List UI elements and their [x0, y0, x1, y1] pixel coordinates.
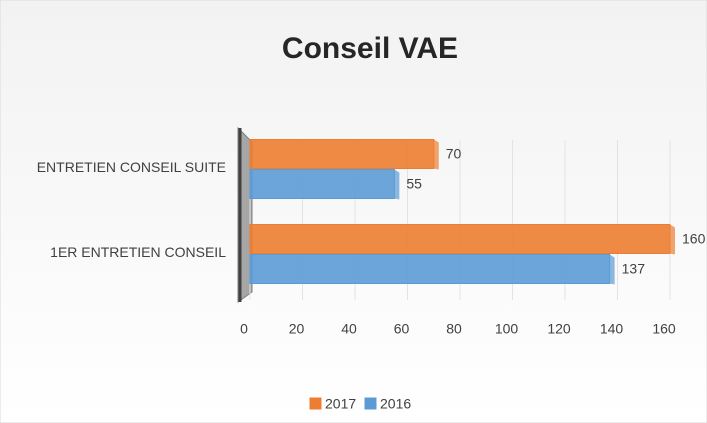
x-tick-label: 140	[600, 321, 624, 337]
bar	[249, 224, 671, 254]
legend-label: 2016	[380, 396, 411, 412]
x-tick-label: 20	[289, 321, 305, 337]
legend-label: 2017	[325, 396, 356, 412]
bar	[249, 139, 435, 169]
bar-side	[394, 169, 400, 200]
x-tick-label: 0	[240, 321, 248, 337]
x-tick-label: 160	[652, 321, 676, 337]
bar-side	[670, 224, 675, 255]
data-label: 137	[622, 261, 646, 277]
x-tick-label: 40	[341, 321, 357, 337]
x-tick-label: 120	[547, 321, 571, 337]
data-label: 160	[682, 231, 706, 247]
x-tick-label: 60	[394, 321, 410, 337]
x-tick-label: 80	[446, 321, 462, 337]
y-tick-label: ENTRETIEN CONSEIL SUITE	[37, 159, 226, 175]
bar	[249, 254, 611, 284]
legend-swatch	[364, 397, 377, 410]
bar-side	[609, 254, 615, 285]
y-tick-label: 1ER ENTRETIEN CONSEIL	[50, 244, 226, 260]
legend-swatch	[309, 397, 322, 410]
chart-title: Conseil VAE	[282, 32, 458, 65]
x-tick-label: 100	[495, 321, 519, 337]
data-label: 70	[446, 146, 462, 162]
bar	[249, 169, 395, 199]
data-label: 55	[406, 176, 422, 192]
bar-side	[433, 139, 439, 170]
